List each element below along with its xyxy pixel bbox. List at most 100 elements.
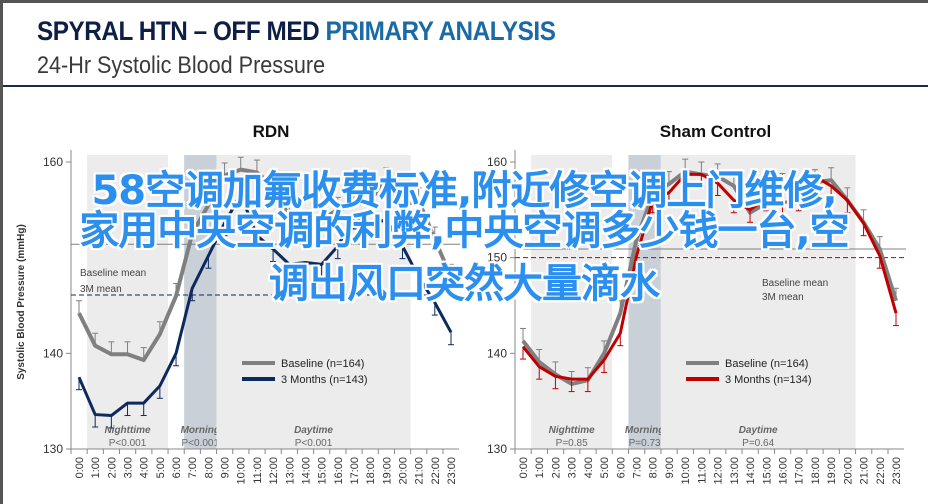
x-tick-label: 1:00 [90, 457, 102, 478]
x-tick-label: 7:00 [187, 457, 199, 478]
x-tick-label: 14:00 [300, 457, 312, 485]
divider [3, 85, 928, 87]
x-tick-label: 18:00 [810, 457, 822, 485]
x-tick-label: 23:00 [446, 457, 458, 485]
y-axis-label: Systolic Blood Pressure (mmHg) [16, 224, 27, 380]
chart-panel-0: Nighttime P<0.001 Morning P<0.001 Daytime P<0… [16, 122, 461, 485]
period-p-value: P<0.001 [295, 438, 333, 449]
y-tick-label: 140 [43, 346, 63, 360]
x-tick-label: 5:00 [599, 457, 611, 478]
x-tick-label: 22:00 [875, 457, 887, 485]
mean-label: 3M mean [80, 284, 122, 295]
x-tick-label: 21:00 [414, 457, 426, 485]
period-band [628, 155, 661, 449]
watermark-line: 58空调加氟收费标准,附近修空调上门维修, [91, 168, 837, 214]
y-tick-label: 160 [487, 155, 507, 169]
x-tick-label: 5:00 [155, 457, 167, 478]
x-tick-label: 3:00 [567, 457, 579, 478]
watermark-line: 调出风口突然大量滴水 [269, 261, 660, 307]
x-tick-label: 3:00 [123, 457, 135, 478]
x-tick-label: 1:00 [534, 457, 546, 478]
x-tick-label: 16:00 [777, 457, 789, 485]
x-tick-label: 20:00 [397, 457, 409, 485]
x-tick-label: 23:00 [891, 457, 903, 485]
mean-label: 3M mean [762, 292, 804, 303]
x-tick-label: 13:00 [729, 457, 741, 485]
x-tick-label: 17:00 [349, 457, 361, 485]
chart-title: RDN [253, 122, 290, 141]
y-tick-label: 130 [487, 442, 507, 456]
x-tick-label: 18:00 [365, 457, 377, 485]
x-tick-label: 6:00 [171, 457, 183, 478]
legend-label: 3 Months (n=143) [281, 374, 368, 386]
x-tick-label: 16:00 [333, 457, 345, 485]
chart-panel-1: Nighttime P=0.85 Morning P=0.73 Daytime P=0.6… [487, 122, 906, 485]
x-tick-label: 9:00 [664, 457, 676, 478]
series-line [77, 193, 453, 418]
x-tick-label: 2:00 [550, 457, 562, 478]
x-tick-label: 7:00 [632, 457, 644, 478]
x-tick-label: 12:00 [268, 457, 280, 485]
x-tick-label: 21:00 [859, 457, 871, 485]
x-tick-label: 2:00 [106, 457, 118, 478]
page-subtitle: 24-Hr Systolic Blood Pressure [37, 52, 326, 79]
x-tick-label: 14:00 [745, 457, 757, 485]
mean-label: Baseline mean [762, 278, 828, 289]
legend-label: Baseline (n=164) [725, 358, 808, 370]
frame-border [0, 0, 928, 3]
x-tick-label: 0:00 [518, 457, 530, 478]
x-tick-label: 4:00 [139, 457, 151, 478]
x-tick-label: 0:00 [74, 457, 86, 478]
period-label: Nighttime [104, 425, 151, 436]
x-tick-label: 9:00 [220, 457, 232, 478]
x-tick-label: 8:00 [203, 457, 215, 478]
legend-label: Baseline (n=164) [281, 358, 364, 370]
x-tick-label: 12:00 [713, 457, 725, 485]
y-tick-label: 140 [487, 346, 507, 360]
title-accent: PRIMARY ANALYSIS [325, 16, 556, 46]
series-line [521, 169, 898, 386]
x-tick-label: 17:00 [794, 457, 806, 485]
y-tick-label: 160 [43, 155, 63, 169]
period-p-value: P=0.85 [556, 438, 588, 449]
watermark-line: 家用中央空调的利弊,中央空调多少钱一台,空 [79, 208, 849, 254]
period-label: Nighttime [549, 425, 596, 436]
x-tick-label: 10:00 [680, 457, 692, 485]
legend-label: 3 Months (n=134) [725, 374, 812, 386]
x-tick-label: 4:00 [583, 457, 595, 478]
page-title: SPYRAL HTN – OFF MED PRIMARY ANALYSIS [37, 16, 556, 47]
x-tick-label: 10:00 [236, 457, 248, 485]
x-tick-label: 19:00 [826, 457, 838, 485]
period-band [87, 155, 168, 449]
title-main: SPYRAL HTN – OFF MED [37, 16, 320, 46]
x-tick-label: 11:00 [252, 457, 264, 484]
period-p-value: P<0.001 [109, 438, 147, 449]
x-tick-label: 20:00 [842, 457, 854, 485]
y-tick-label: 130 [43, 442, 63, 456]
period-band [216, 155, 411, 449]
x-tick-label: 19:00 [381, 457, 393, 485]
period-label: Daytime [739, 425, 778, 436]
frame-border [0, 0, 3, 504]
period-label: Morning [181, 425, 220, 436]
series-line [521, 172, 898, 381]
x-tick-label: 11:00 [696, 457, 708, 484]
period-p-value: P=0.73 [629, 438, 661, 449]
x-tick-label: 22:00 [430, 457, 442, 485]
period-band [531, 155, 613, 449]
y-tick-label: 150 [487, 251, 507, 265]
mean-label: Baseline mean [80, 268, 146, 279]
series-line [77, 167, 453, 363]
x-tick-label: 15:00 [761, 457, 773, 485]
period-p-value: P=0.64 [742, 438, 774, 449]
period-label: Daytime [294, 425, 333, 436]
x-tick-label: 6:00 [615, 457, 627, 478]
x-tick-label: 8:00 [648, 457, 660, 478]
x-tick-label: 15:00 [317, 457, 329, 485]
chart-title: Sham Control [660, 122, 771, 141]
x-tick-label: 13:00 [284, 457, 296, 485]
period-p-value: P<0.001 [182, 438, 220, 449]
period-label: Morning [625, 425, 664, 436]
